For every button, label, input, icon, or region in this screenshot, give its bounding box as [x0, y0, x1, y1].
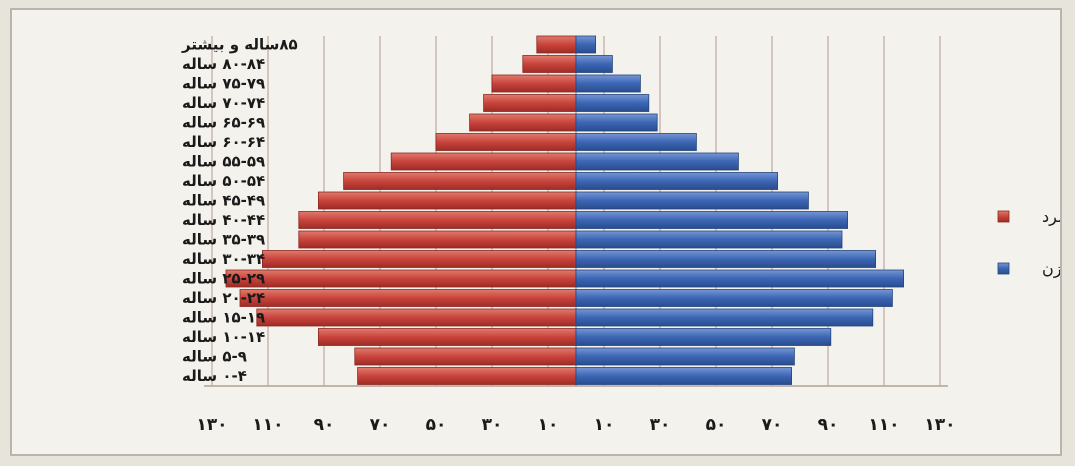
bar-male — [469, 113, 577, 132]
bar-female — [575, 269, 905, 288]
x-tick-label: ۹۰ — [314, 415, 335, 435]
legend-label: مرد — [1042, 207, 1060, 227]
bar-male — [225, 269, 577, 288]
x-axis-tick-labels: ۱۳۰ ۱۱۰ ۹۰ ۷۰ ۵۰ ۳۰ ۱۰ ۱۰ ۳۰ ۵۰ ۷۰ ۹۰ ۱۱۰ ۱۳۰ — [196, 415, 955, 435]
category-label: ۳۰-۳۴ ساله — [182, 250, 265, 268]
x-tick-label: ۱۱۰ — [252, 415, 283, 435]
bar-male — [256, 308, 577, 327]
category-label: ۶۰-۶۴ ساله — [182, 133, 265, 151]
legend-label: زن — [1042, 259, 1060, 279]
chart-frame: ۰-۴ ساله ۵-۹ ساله ۱۰-۱۴ ساله ۱۵-۱۹ ساله ۲۰-۲… — [10, 8, 1062, 456]
bar-female — [575, 74, 641, 93]
category-label: ۱۵-۱۹ ساله — [182, 309, 265, 327]
category-label: ۵۵-۵۹ ساله — [182, 153, 265, 171]
category-label: ۲۵-۲۹ ساله — [182, 270, 265, 288]
category-label: ۱۰-۱۴ ساله — [182, 328, 265, 346]
x-tick-label: ۱۰ — [594, 415, 615, 435]
bar-female — [575, 35, 597, 54]
category-label: ۷۵-۷۹ ساله — [182, 75, 265, 93]
x-tick-label: ۱۳۰ — [924, 415, 955, 435]
bar-male — [491, 74, 577, 93]
bar-female — [575, 152, 739, 171]
bar-female — [575, 230, 843, 249]
category-label: ۵۰-۵۴ ساله — [182, 172, 265, 190]
category-label: ۸۵ساله و بیشتر — [181, 36, 298, 54]
bar-male — [298, 230, 577, 249]
category-label: ۷۰-۷۴ ساله — [182, 94, 265, 112]
bar-female — [575, 250, 877, 268]
category-label: ۶۵-۶۹ ساله — [182, 114, 265, 132]
bar-male — [261, 250, 577, 268]
x-tick-label: ۱۱۰ — [868, 415, 899, 435]
x-tick-label: ۱۰ — [538, 415, 559, 435]
legend-swatch — [997, 262, 1010, 275]
bar-female — [575, 191, 809, 210]
category-label: ۵-۹ ساله — [182, 348, 247, 366]
bar-female — [575, 172, 779, 190]
bar-male — [390, 152, 577, 171]
bar-male — [435, 133, 577, 151]
category-label: ۴۵-۴۹ ساله — [182, 192, 265, 210]
bar-female — [575, 347, 795, 366]
bar-male — [239, 289, 577, 307]
category-label: ۸۰-۸۴ ساله — [182, 55, 265, 73]
x-tick-label: ۷۰ — [762, 415, 783, 435]
bar-male — [354, 347, 577, 366]
bar-female — [575, 113, 658, 132]
x-tick-label: ۵۰ — [426, 415, 447, 435]
x-tick-label: ۹۰ — [818, 415, 839, 435]
bar-female — [575, 133, 697, 151]
bar-female — [575, 367, 793, 385]
bar-female — [575, 94, 650, 112]
x-tick-label: ۳۰ — [482, 415, 503, 435]
legend: مرد زن — [997, 207, 1060, 279]
x-tick-label: ۷۰ — [370, 415, 391, 435]
category-label: ۴۰-۴۴ ساله — [182, 211, 265, 229]
bar-female — [575, 211, 849, 229]
x-tick-label: ۵۰ — [706, 415, 727, 435]
bar-male — [317, 328, 577, 346]
bar-male — [483, 94, 577, 112]
bar-male — [298, 211, 577, 229]
category-label: ۰-۴ ساله — [182, 367, 247, 385]
bar-female — [575, 55, 613, 73]
bar-male — [317, 191, 577, 210]
bar-male — [522, 55, 577, 73]
bars — [225, 35, 905, 385]
legend-swatch — [997, 210, 1010, 223]
bar-female — [575, 308, 874, 327]
bar-male — [357, 367, 577, 385]
x-tick-label: ۳۰ — [650, 415, 671, 435]
bar-male — [343, 172, 577, 190]
bar-female — [575, 328, 832, 346]
category-label: ۲۰-۲۴ ساله — [182, 289, 265, 307]
x-tick-label: ۱۳۰ — [196, 415, 227, 435]
category-label: ۳۵-۳۹ ساله — [182, 231, 265, 249]
bar-female — [575, 289, 893, 307]
bar-male — [536, 35, 577, 54]
